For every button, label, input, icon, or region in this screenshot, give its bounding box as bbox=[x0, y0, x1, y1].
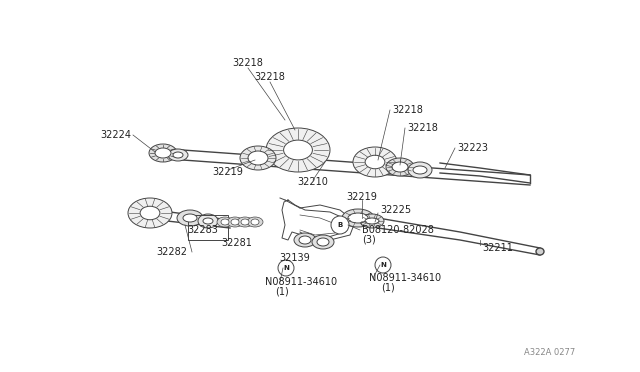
Ellipse shape bbox=[536, 248, 544, 255]
Text: N08911-34610: N08911-34610 bbox=[369, 273, 441, 283]
Ellipse shape bbox=[198, 214, 218, 228]
Ellipse shape bbox=[312, 235, 334, 249]
Ellipse shape bbox=[149, 144, 177, 162]
Ellipse shape bbox=[413, 166, 427, 174]
Ellipse shape bbox=[353, 147, 397, 177]
Ellipse shape bbox=[168, 149, 188, 161]
Text: 32281: 32281 bbox=[221, 238, 252, 248]
Ellipse shape bbox=[155, 148, 171, 158]
Ellipse shape bbox=[392, 162, 408, 172]
Ellipse shape bbox=[231, 219, 239, 225]
Text: 32218: 32218 bbox=[255, 72, 285, 82]
Text: N08911-34610: N08911-34610 bbox=[265, 277, 337, 287]
Ellipse shape bbox=[240, 146, 276, 170]
Ellipse shape bbox=[342, 209, 374, 227]
Text: 32211: 32211 bbox=[482, 243, 513, 253]
Ellipse shape bbox=[247, 217, 263, 227]
Ellipse shape bbox=[408, 162, 432, 178]
Ellipse shape bbox=[360, 214, 384, 228]
Text: 32225: 32225 bbox=[380, 205, 411, 215]
Text: 32210: 32210 bbox=[298, 177, 328, 187]
Ellipse shape bbox=[365, 218, 379, 224]
Ellipse shape bbox=[251, 219, 259, 225]
Ellipse shape bbox=[237, 217, 253, 227]
Ellipse shape bbox=[217, 217, 233, 227]
Ellipse shape bbox=[227, 217, 243, 227]
Ellipse shape bbox=[284, 140, 312, 160]
Ellipse shape bbox=[248, 151, 268, 165]
Ellipse shape bbox=[241, 219, 249, 225]
Text: (1): (1) bbox=[275, 286, 289, 296]
Ellipse shape bbox=[266, 128, 330, 172]
Text: B: B bbox=[337, 222, 342, 228]
Text: 32224: 32224 bbox=[100, 130, 131, 140]
Text: 32218: 32218 bbox=[232, 58, 264, 68]
Ellipse shape bbox=[348, 213, 368, 223]
Ellipse shape bbox=[173, 152, 183, 158]
Text: 32219: 32219 bbox=[212, 167, 243, 177]
Ellipse shape bbox=[221, 219, 229, 225]
Ellipse shape bbox=[294, 233, 316, 247]
Text: N: N bbox=[380, 262, 386, 268]
Ellipse shape bbox=[317, 238, 329, 246]
Circle shape bbox=[331, 216, 349, 234]
Text: (3): (3) bbox=[362, 234, 376, 244]
Ellipse shape bbox=[365, 155, 385, 169]
Circle shape bbox=[375, 257, 391, 273]
Text: 32219: 32219 bbox=[347, 192, 378, 202]
Text: A322A 0277: A322A 0277 bbox=[524, 348, 575, 357]
Ellipse shape bbox=[140, 206, 160, 220]
Text: 32218: 32218 bbox=[392, 105, 423, 115]
Text: (1): (1) bbox=[381, 282, 395, 292]
Ellipse shape bbox=[386, 158, 414, 176]
Text: 32282: 32282 bbox=[157, 247, 188, 257]
Text: 32223: 32223 bbox=[457, 143, 488, 153]
Bar bbox=[188, 215, 228, 240]
Ellipse shape bbox=[183, 214, 197, 222]
Ellipse shape bbox=[177, 210, 203, 226]
Ellipse shape bbox=[203, 218, 213, 224]
Text: B08120-82028: B08120-82028 bbox=[362, 225, 434, 235]
Text: 32283: 32283 bbox=[188, 225, 218, 235]
Circle shape bbox=[278, 260, 294, 276]
Text: N: N bbox=[283, 265, 289, 271]
Text: 32139: 32139 bbox=[280, 253, 310, 263]
Text: 32218: 32218 bbox=[407, 123, 438, 133]
Ellipse shape bbox=[299, 236, 311, 244]
Ellipse shape bbox=[128, 198, 172, 228]
